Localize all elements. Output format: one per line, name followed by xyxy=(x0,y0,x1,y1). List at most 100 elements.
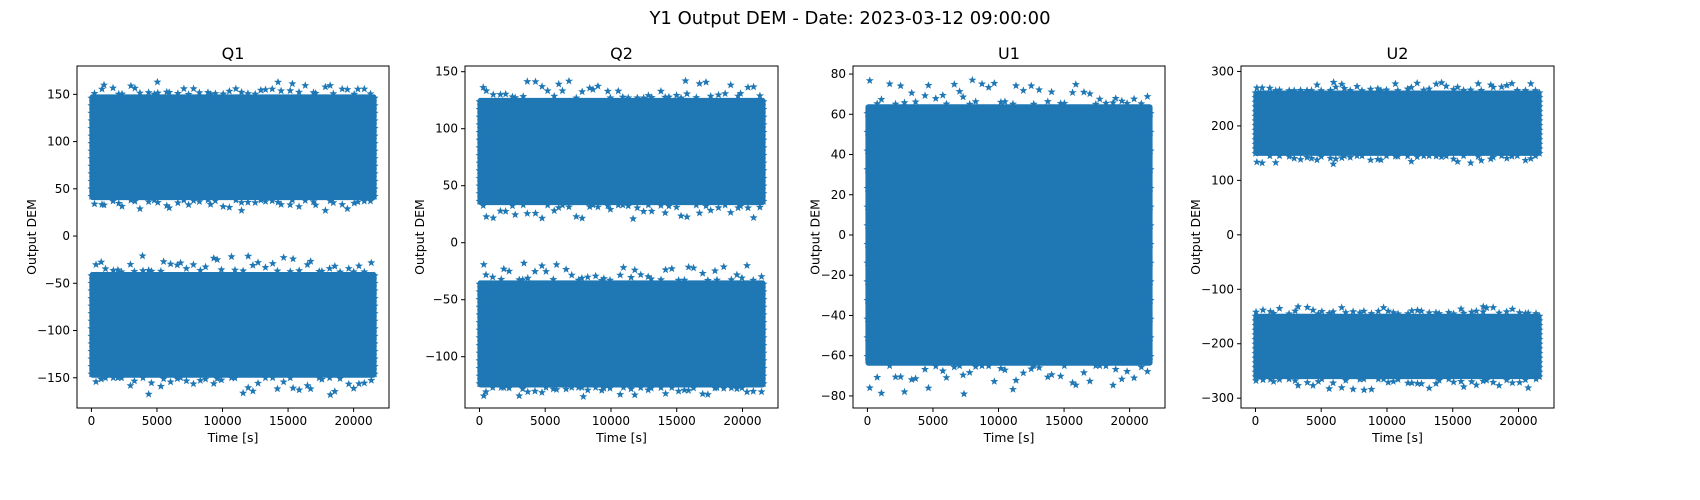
data-point xyxy=(1326,86,1335,94)
data-point xyxy=(1303,86,1311,94)
data-point xyxy=(195,88,204,97)
data-point xyxy=(370,369,379,378)
data-point xyxy=(1307,154,1316,162)
data-point xyxy=(1251,88,1260,97)
data-point xyxy=(87,286,96,295)
data-point xyxy=(1535,316,1544,325)
data-point xyxy=(885,361,894,370)
data-point xyxy=(1373,84,1382,93)
data-point xyxy=(475,341,484,349)
subplot-title: U2 xyxy=(1387,44,1409,63)
data-point xyxy=(1366,85,1375,93)
data-point xyxy=(873,99,882,108)
data-point xyxy=(950,80,959,88)
data-point xyxy=(1251,149,1260,157)
data-point xyxy=(1535,107,1544,115)
data-point xyxy=(330,387,339,395)
data-point xyxy=(150,89,159,98)
y-tick-label: −60 xyxy=(821,349,846,363)
data-point-extreme xyxy=(138,251,147,260)
data-point xyxy=(475,112,484,121)
data-point xyxy=(130,267,139,275)
data-point xyxy=(189,196,198,205)
data-point-extreme xyxy=(681,76,690,85)
x-axis-label: Time [s] xyxy=(207,430,259,445)
data-point xyxy=(118,202,126,210)
data-point xyxy=(759,189,768,197)
data-point xyxy=(1313,80,1321,89)
data-point xyxy=(306,384,315,393)
data-point xyxy=(1366,155,1375,164)
y-tick-label: −100 xyxy=(37,324,70,338)
y-tick-label: 150 xyxy=(435,65,458,79)
y-tick-label: 150 xyxy=(47,87,70,101)
data-point xyxy=(144,197,153,206)
data-point xyxy=(201,262,210,271)
y-tick-label: 40 xyxy=(831,148,846,162)
data-point xyxy=(759,158,768,167)
x-tick-label: 5000 xyxy=(530,414,561,428)
data-point xyxy=(759,356,768,365)
data-point xyxy=(201,374,210,383)
data-point xyxy=(303,381,312,389)
data-point-extreme xyxy=(326,390,335,399)
data-point xyxy=(279,253,288,261)
data-point xyxy=(117,373,126,382)
data-point xyxy=(759,143,768,152)
data-point xyxy=(734,91,743,100)
data-point xyxy=(87,316,96,325)
data-point xyxy=(286,86,295,95)
data-point xyxy=(475,364,484,372)
data-point xyxy=(109,83,117,92)
data-point xyxy=(139,266,147,275)
data-point xyxy=(1068,88,1077,96)
data-point xyxy=(1056,372,1065,380)
data-point xyxy=(261,85,270,93)
data-point xyxy=(475,302,484,311)
data-point xyxy=(591,383,600,391)
subplot-q2: 0 5000 10000 15000 20000 −100 −50 0 50 100 150 Q2 Ti… xyxy=(412,44,779,445)
data-point xyxy=(759,287,768,296)
data-point xyxy=(496,206,505,215)
data-point xyxy=(370,294,379,302)
data-point xyxy=(130,197,139,205)
data-point xyxy=(538,261,546,270)
data-point xyxy=(921,365,929,373)
data-point xyxy=(689,263,698,272)
data-point xyxy=(251,198,260,206)
data-point xyxy=(329,198,338,207)
y-tick-label: 300 xyxy=(1211,64,1234,78)
data-point xyxy=(87,124,96,132)
data-point xyxy=(1521,156,1530,164)
data-point xyxy=(488,383,497,391)
y-tick-label: 100 xyxy=(435,122,458,136)
subplot-title: Q2 xyxy=(610,44,633,63)
data-point xyxy=(1453,157,1462,166)
data-point xyxy=(672,91,681,99)
data-point xyxy=(1535,367,1544,376)
data-point xyxy=(1359,307,1368,315)
data-point xyxy=(591,271,600,280)
x-axis-label: Time [s] xyxy=(1371,430,1423,445)
data-point xyxy=(538,82,547,90)
data-point xyxy=(336,374,345,382)
data-point xyxy=(173,260,182,269)
data-point xyxy=(1535,112,1544,120)
data-point xyxy=(479,260,488,268)
x-axis-label: Time [s] xyxy=(595,430,647,445)
data-point xyxy=(1251,353,1260,362)
data-point xyxy=(1526,154,1535,162)
data-point xyxy=(1374,375,1383,383)
data-band xyxy=(89,94,377,201)
data-point xyxy=(1531,151,1540,160)
data-point xyxy=(1296,155,1305,163)
data-point xyxy=(1413,379,1422,387)
data-point xyxy=(254,379,262,387)
x-tick-label: 10000 xyxy=(592,414,630,428)
data-point xyxy=(594,82,602,90)
data-point xyxy=(261,197,270,205)
data-point xyxy=(1379,303,1388,311)
data-point xyxy=(924,81,933,89)
data-point xyxy=(661,93,670,101)
